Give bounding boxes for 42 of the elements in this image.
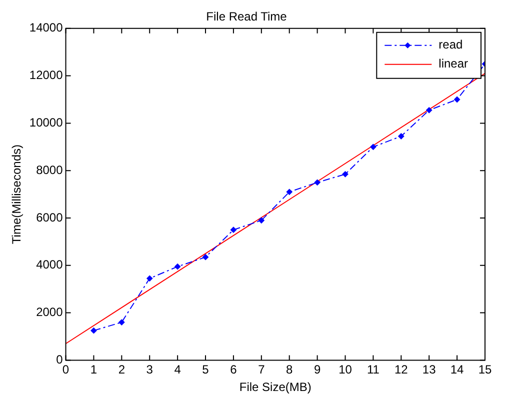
y-tick-label: 12000 — [29, 68, 64, 82]
x-tick-label: 12 — [394, 362, 408, 377]
x-tick-label: 1 — [90, 362, 98, 377]
y-tick-label: 14000 — [29, 20, 64, 35]
x-tick-label: 9 — [314, 362, 321, 377]
x-tick-label: 2 — [118, 362, 126, 377]
x-tick-label: 8 — [286, 362, 294, 377]
point — [426, 107, 432, 114]
point — [230, 226, 236, 233]
point — [174, 264, 181, 270]
point — [370, 144, 376, 150]
point — [314, 179, 320, 186]
x-tick-label: 3 — [146, 362, 154, 377]
x-tick-label: 5 — [202, 362, 210, 377]
point — [342, 171, 348, 178]
point — [258, 217, 264, 224]
x-tick-label: 6 — [230, 362, 238, 377]
y-axis-title: Time(Milliseconds) — [10, 144, 24, 244]
x-tick-label: 4 — [174, 362, 182, 377]
y-tick-label: 10000 — [29, 116, 64, 130]
x-tick-label: 11 — [366, 362, 380, 377]
point — [398, 133, 404, 140]
chart-title: File Read Time — [206, 10, 288, 24]
y-tick-label: 4000 — [36, 258, 64, 272]
legend-label: linear — [438, 56, 468, 71]
y-tick-label: 2000 — [36, 305, 64, 320]
x-tick-label: 15 — [478, 362, 492, 377]
x-tick-label: 7 — [258, 362, 266, 377]
x-tick-label: 13 — [422, 362, 436, 377]
x-axis-title: File Size(MB) — [239, 380, 312, 394]
point — [146, 275, 153, 282]
y-tick-label: 6000 — [36, 210, 64, 224]
point — [90, 328, 97, 334]
point — [286, 188, 292, 195]
point — [202, 254, 209, 260]
point — [454, 96, 460, 102]
y-tick-label: 8000 — [36, 162, 64, 177]
x-tick-label: 14 — [450, 362, 464, 377]
legend-label: read — [438, 38, 463, 52]
point — [118, 319, 125, 326]
x-tick-label: 10 — [338, 362, 352, 377]
y-tick-label: 0 — [56, 352, 64, 367]
